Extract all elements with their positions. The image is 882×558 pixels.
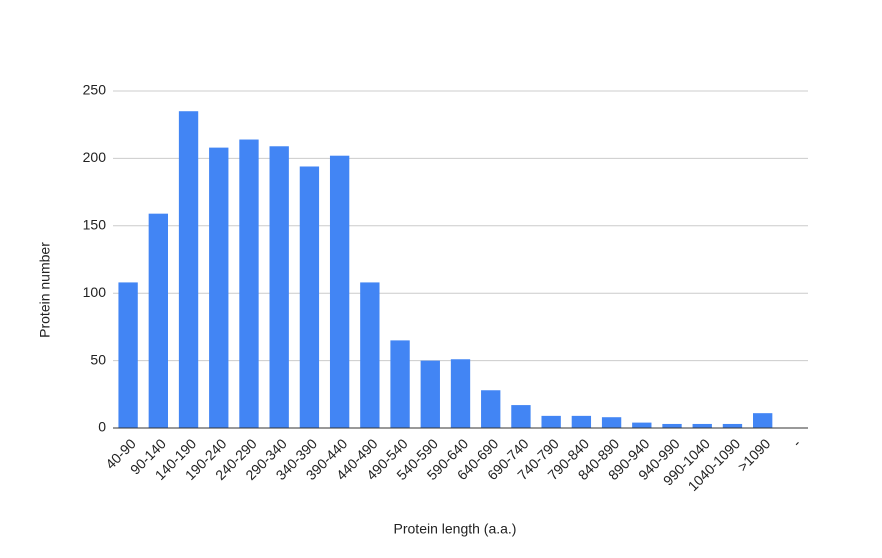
bar xyxy=(722,423,743,428)
x-tick-label: - xyxy=(789,435,804,450)
bar xyxy=(148,213,168,428)
bar xyxy=(178,111,199,428)
bar xyxy=(360,282,380,428)
bar xyxy=(692,423,712,428)
y-tick-label: 250 xyxy=(83,82,107,98)
y-tick-label: 50 xyxy=(90,351,106,367)
y-tick-label: 200 xyxy=(83,149,107,165)
bar xyxy=(450,359,471,428)
bar xyxy=(209,147,229,428)
x-tick-label: >1090 xyxy=(734,435,773,474)
bar xyxy=(481,390,501,428)
bar xyxy=(390,340,410,428)
bar xyxy=(420,360,440,428)
bar xyxy=(118,282,138,428)
bar xyxy=(632,422,652,428)
bar xyxy=(601,417,622,428)
bar xyxy=(299,166,320,428)
bar xyxy=(541,415,561,428)
bar xyxy=(753,413,773,428)
y-tick-label: 150 xyxy=(83,217,107,233)
y-tick-label: 0 xyxy=(98,419,106,435)
bar xyxy=(329,155,350,429)
x-axis-title: Protein length (a.a.) xyxy=(394,521,517,537)
bar xyxy=(571,415,592,428)
bar xyxy=(239,139,259,428)
bar xyxy=(269,146,289,428)
bar xyxy=(662,423,682,428)
y-axis-title: Protein number xyxy=(37,242,53,338)
y-tick-label: 100 xyxy=(83,284,107,300)
bar xyxy=(511,405,531,428)
